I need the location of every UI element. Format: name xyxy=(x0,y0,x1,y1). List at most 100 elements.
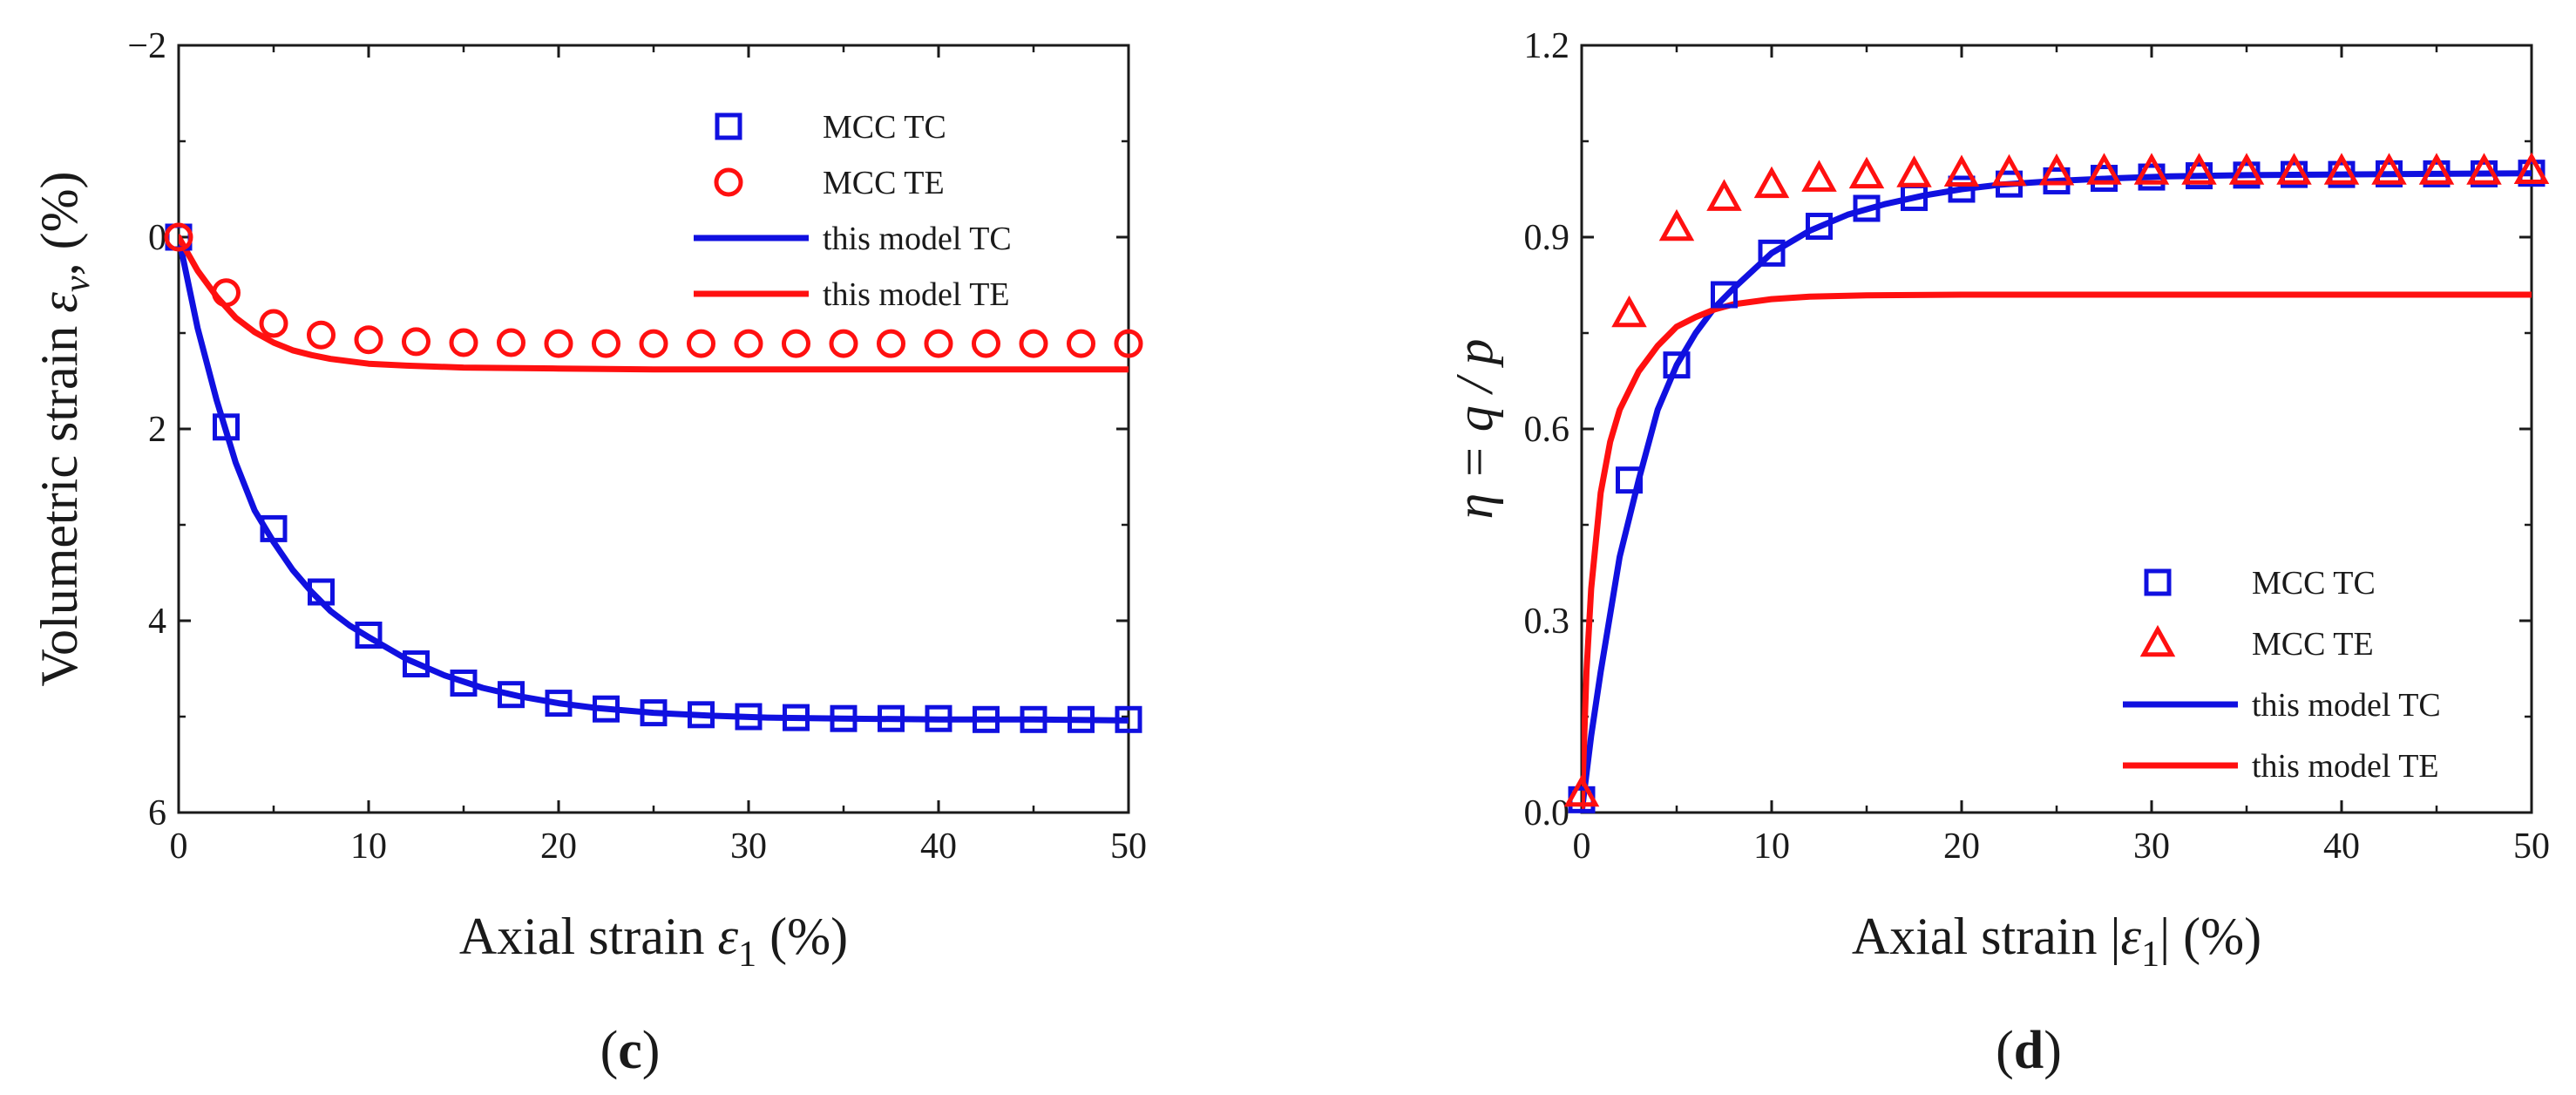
series-markers-mcc-te xyxy=(1563,152,2550,807)
data-point-mcc-tc xyxy=(1068,705,1095,733)
data-point-mcc-te xyxy=(829,329,858,358)
x-axis-abs-open: | xyxy=(2110,908,2120,965)
y-tick-label: 6 xyxy=(148,793,166,833)
x-tick-label: 50 xyxy=(1110,826,1147,867)
x-axis-symbol: ε xyxy=(2121,908,2142,965)
data-point-mcc-te xyxy=(2276,153,2312,185)
data-point-mcc-te xyxy=(639,329,668,358)
data-point-mcc-te xyxy=(877,329,905,358)
legend-label-mcc-tc: MCC TC xyxy=(2252,565,2376,602)
panel-d-letter: d xyxy=(2014,1021,2044,1080)
data-point-mcc-te xyxy=(592,329,620,358)
data-point-mcc-tc xyxy=(308,578,335,606)
data-point-mcc-tc xyxy=(783,704,810,731)
data-point-mcc-te xyxy=(1753,166,1790,199)
x-axis-abs-close: | xyxy=(2159,908,2170,965)
data-point-mcc-te xyxy=(1896,155,1932,187)
x-tick-label: 30 xyxy=(2133,826,2170,867)
legend-marker-mcc-te xyxy=(2139,624,2176,657)
data-point-mcc-te xyxy=(1114,329,1143,358)
data-point-mcc-te xyxy=(1019,329,1048,358)
data-point-mcc-tc xyxy=(1711,281,1738,309)
data-point-mcc-tc xyxy=(878,704,905,732)
x-axis-subscript: 1 xyxy=(738,935,756,975)
data-point-mcc-te xyxy=(734,329,763,358)
y-tick-label: 4 xyxy=(148,602,166,642)
series-line-this-model-te xyxy=(1582,291,2532,813)
data-point-mcc-tc xyxy=(1616,466,1643,494)
y-axis-title-text: η = q / p xyxy=(1446,339,1503,520)
data-point-mcc-te xyxy=(2038,153,2075,186)
data-point-mcc-tc xyxy=(498,681,525,709)
data-point-mcc-te xyxy=(2086,153,2122,185)
x-tick-label: 10 xyxy=(1753,826,1790,867)
data-point-mcc-tc xyxy=(593,695,620,723)
data-point-mcc-tc xyxy=(1806,213,1833,241)
data-point-mcc-te xyxy=(2181,153,2217,185)
legend-label-this-model-te: this model TE xyxy=(2252,748,2439,785)
data-point-mcc-tc xyxy=(213,413,240,441)
data-point-mcc-te xyxy=(402,327,430,357)
data-point-mcc-te xyxy=(307,320,336,350)
data-point-mcc-tc xyxy=(450,670,478,697)
y-axis-subscript: v xyxy=(58,275,98,292)
legend-label-this-model-tc: this model TC xyxy=(2252,687,2441,724)
data-point-mcc-te xyxy=(687,329,715,358)
data-point-mcc-tc xyxy=(260,514,288,542)
data-point-mcc-te xyxy=(2133,153,2170,185)
y-tick-label: −2 xyxy=(127,26,166,66)
data-point-mcc-te xyxy=(2228,153,2265,185)
y-tick-label: 1.2 xyxy=(1524,26,1570,66)
y-axis-symbol: ε xyxy=(31,292,88,313)
x-tick-label: 30 xyxy=(730,826,767,867)
x-axis-title: Axial strain ε1 (%) xyxy=(459,908,848,975)
data-point-mcc-tc xyxy=(640,699,668,727)
legend-marker-mcc-tc xyxy=(2144,568,2172,596)
legend-marker-mcc-te xyxy=(714,167,743,197)
x-tick-label: 50 xyxy=(2513,826,2550,867)
data-point-mcc-te xyxy=(544,329,573,358)
legend-label-this-model-te: this model TE xyxy=(823,276,1010,313)
data-point-mcc-tc xyxy=(1663,351,1691,379)
data-point-mcc-te xyxy=(449,328,478,357)
x-tick-label: 40 xyxy=(920,826,957,867)
data-point-mcc-te xyxy=(259,309,288,338)
data-point-mcc-te xyxy=(2418,153,2455,185)
legend-label-mcc-te: MCC TE xyxy=(823,165,945,201)
x-tick-label: 0 xyxy=(1573,826,1591,867)
data-point-mcc-te xyxy=(1563,774,1600,807)
x-axis-title-text: Axial strain xyxy=(1852,908,2111,965)
series-markers-mcc-te xyxy=(164,222,1143,358)
x-tick-label: 40 xyxy=(2323,826,2360,867)
y-axis-title: Volumetric strain εv, (%) xyxy=(31,171,98,686)
y-tick-label: 0.0 xyxy=(1524,793,1570,833)
x-axis-unit: (%) xyxy=(756,908,848,965)
data-point-mcc-tc xyxy=(355,622,383,649)
x-axis-title-text: Axial strain xyxy=(459,908,718,965)
data-point-mcc-te xyxy=(1706,179,1742,211)
data-point-mcc-tc xyxy=(1115,705,1142,733)
data-point-mcc-te xyxy=(2323,153,2360,185)
legend: MCC TC MCC TE this model TC this model TE xyxy=(694,109,1012,313)
y-tick-label: 0.6 xyxy=(1524,410,1570,450)
data-point-mcc-te xyxy=(1991,153,2027,187)
data-point-mcc-te xyxy=(212,278,241,308)
data-point-mcc-te xyxy=(164,222,193,252)
panel-c-letter: c xyxy=(618,1021,642,1080)
y-tick-label: 0 xyxy=(148,218,166,258)
y-tick-label: 2 xyxy=(148,410,166,450)
x-tick-label: 20 xyxy=(540,826,577,867)
panel-c-chart: 0 10 20 30 40 50 −2 0 2 4 6 MCC TC MCC TE this model … xyxy=(31,26,1147,975)
y-axis-title: η = q / p xyxy=(1446,339,1503,520)
data-point-mcc-tc xyxy=(925,704,952,732)
data-point-mcc-tc xyxy=(1758,239,1786,267)
data-point-mcc-tc xyxy=(973,705,1000,733)
data-point-mcc-tc xyxy=(735,703,763,731)
legend-label-this-model-tc: this model TC xyxy=(823,221,1012,257)
data-point-mcc-te xyxy=(1067,329,1095,358)
series-line-this-model-te xyxy=(179,234,1129,373)
y-tick-label: 0.3 xyxy=(1524,602,1570,642)
data-point-mcc-tc xyxy=(688,701,715,729)
data-point-mcc-tc xyxy=(1948,175,1976,203)
data-point-mcc-te xyxy=(782,329,810,358)
